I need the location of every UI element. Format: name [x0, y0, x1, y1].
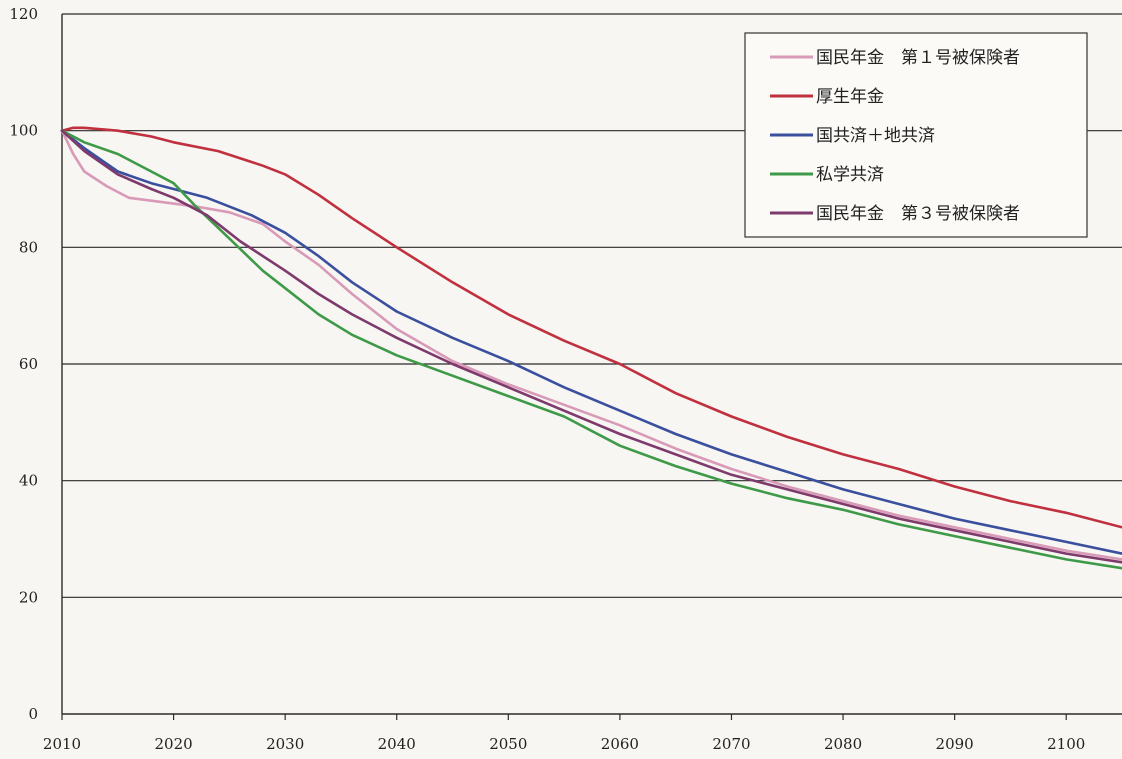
x-tick-label-2070: 2070	[712, 735, 750, 753]
series-line-3	[60, 129, 1122, 555]
legend-label-2: 厚生年金	[816, 87, 884, 107]
series-line-2	[60, 126, 1122, 529]
y-tick-label-100: 100	[9, 122, 38, 140]
y-tick-label-20: 20	[19, 588, 38, 606]
series-lines	[60, 126, 1122, 570]
x-tick-label-2100: 2100	[1047, 735, 1085, 753]
legend-label-4: 私学共済	[816, 165, 884, 185]
legend-label-3: 国共済＋地共済	[816, 126, 935, 146]
y-tick-label-80: 80	[19, 238, 38, 256]
y-tick-label-60: 60	[19, 355, 38, 373]
x-tick-label-2040: 2040	[378, 735, 416, 753]
series-line-1	[60, 129, 1122, 561]
x-tick-label-2010: 2010	[43, 735, 81, 753]
x-tick-label-2020: 2020	[154, 735, 192, 753]
x-tick-label-2090: 2090	[936, 735, 974, 753]
x-tick-label-2060: 2060	[601, 735, 639, 753]
y-tick-label-120: 120	[9, 5, 38, 23]
legend-label-5: 国民年金 第３号被保険者	[816, 204, 1020, 224]
x-tick-label-2050: 2050	[489, 735, 527, 753]
y-tick-label-40: 40	[19, 472, 38, 490]
series-line-4	[60, 129, 1122, 570]
legend-label-1: 国民年金 第１号被保険者	[816, 48, 1020, 68]
series-line-5	[60, 129, 1122, 564]
x-tick-label-2080: 2080	[824, 735, 862, 753]
y-tick-label-0: 0	[28, 705, 38, 723]
x-tick-label-2030: 2030	[266, 735, 304, 753]
